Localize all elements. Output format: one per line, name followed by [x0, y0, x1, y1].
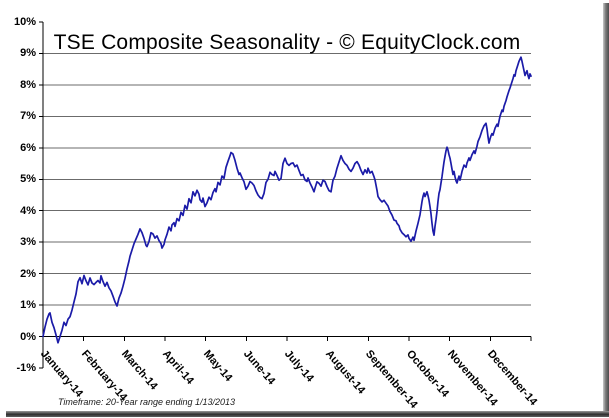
y-axis-label: 7% — [20, 110, 36, 123]
timeframe-note: Timeframe: 20-Year range ending 1/13/201… — [58, 397, 236, 407]
y-axis-label: -1% — [16, 361, 36, 374]
y-axis-label: 6% — [20, 141, 36, 154]
y-axis-label: 3% — [20, 236, 36, 249]
y-axis-label: 10% — [13, 16, 36, 28]
y-axis-label: 4% — [20, 204, 36, 217]
y-axis-label: 0% — [20, 330, 36, 343]
y-axis-label: 1% — [20, 299, 36, 312]
y-axis-label: 8% — [20, 78, 36, 91]
y-axis-label: 9% — [20, 47, 36, 60]
seasonality-line-series — [42, 56, 532, 344]
image-shadow-right — [603, 3, 609, 412]
image-shadow-bottom — [6, 411, 609, 417]
y-axis-label: 5% — [20, 173, 36, 186]
chart-title: TSE Composite Seasonality - © EquityCloc… — [53, 31, 521, 54]
y-axis-label: 2% — [20, 267, 36, 280]
